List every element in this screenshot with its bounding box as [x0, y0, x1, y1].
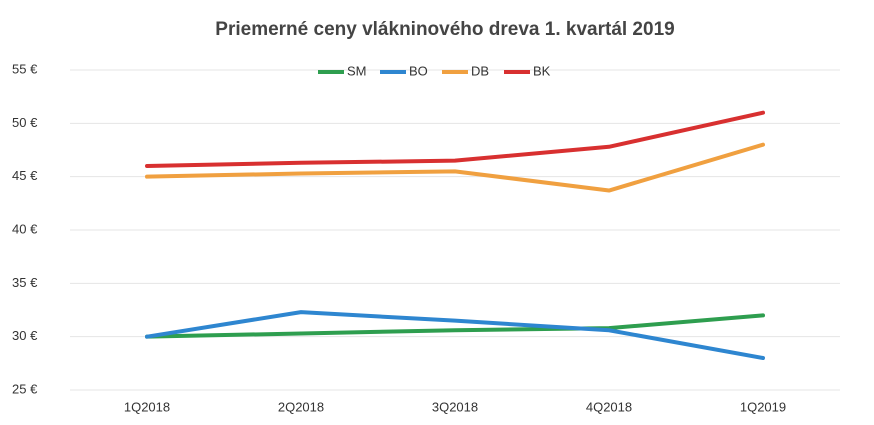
x-tick-label: 1Q2019	[740, 399, 786, 414]
legend-label: DB	[471, 63, 489, 78]
y-tick-label: 55 €	[12, 61, 38, 76]
x-tick-label: 2Q2018	[278, 399, 324, 414]
legend-label: BO	[409, 63, 428, 78]
chart-title: Priemerné ceny vlákninového dreva 1. kva…	[215, 19, 674, 40]
y-tick-label: 40 €	[12, 221, 38, 236]
legend-label: SM	[347, 63, 367, 78]
line	[145, 310, 765, 360]
y-tick-label: 25 €	[12, 381, 38, 396]
y-tick-label: 35 €	[12, 275, 38, 290]
y-tick-label: 45 €	[12, 168, 38, 183]
y-tick-label: 50 €	[12, 115, 38, 130]
x-tick-label: 4Q2018	[586, 399, 632, 414]
x-tick-label: 3Q2018	[432, 399, 478, 414]
y-tick-label: 30 €	[12, 328, 38, 343]
line	[145, 313, 765, 339]
line	[145, 110, 765, 168]
line	[145, 142, 765, 193]
legend-label: BK	[533, 63, 551, 78]
x-tick-label: 1Q2018	[124, 399, 170, 414]
